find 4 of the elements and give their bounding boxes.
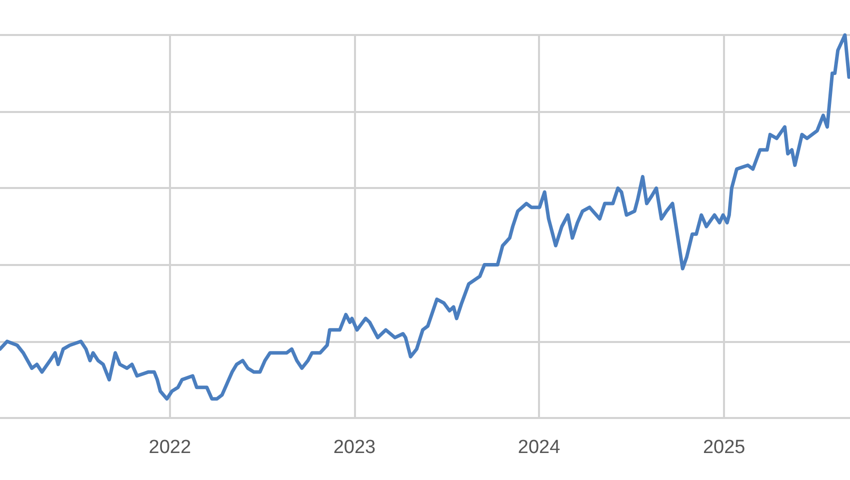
- x-tick-label: 2023: [333, 437, 376, 458]
- x-tick-label: 2024: [518, 437, 561, 458]
- x-tick-label: 2025: [702, 437, 746, 458]
- x-tick-label: 2022: [148, 437, 192, 458]
